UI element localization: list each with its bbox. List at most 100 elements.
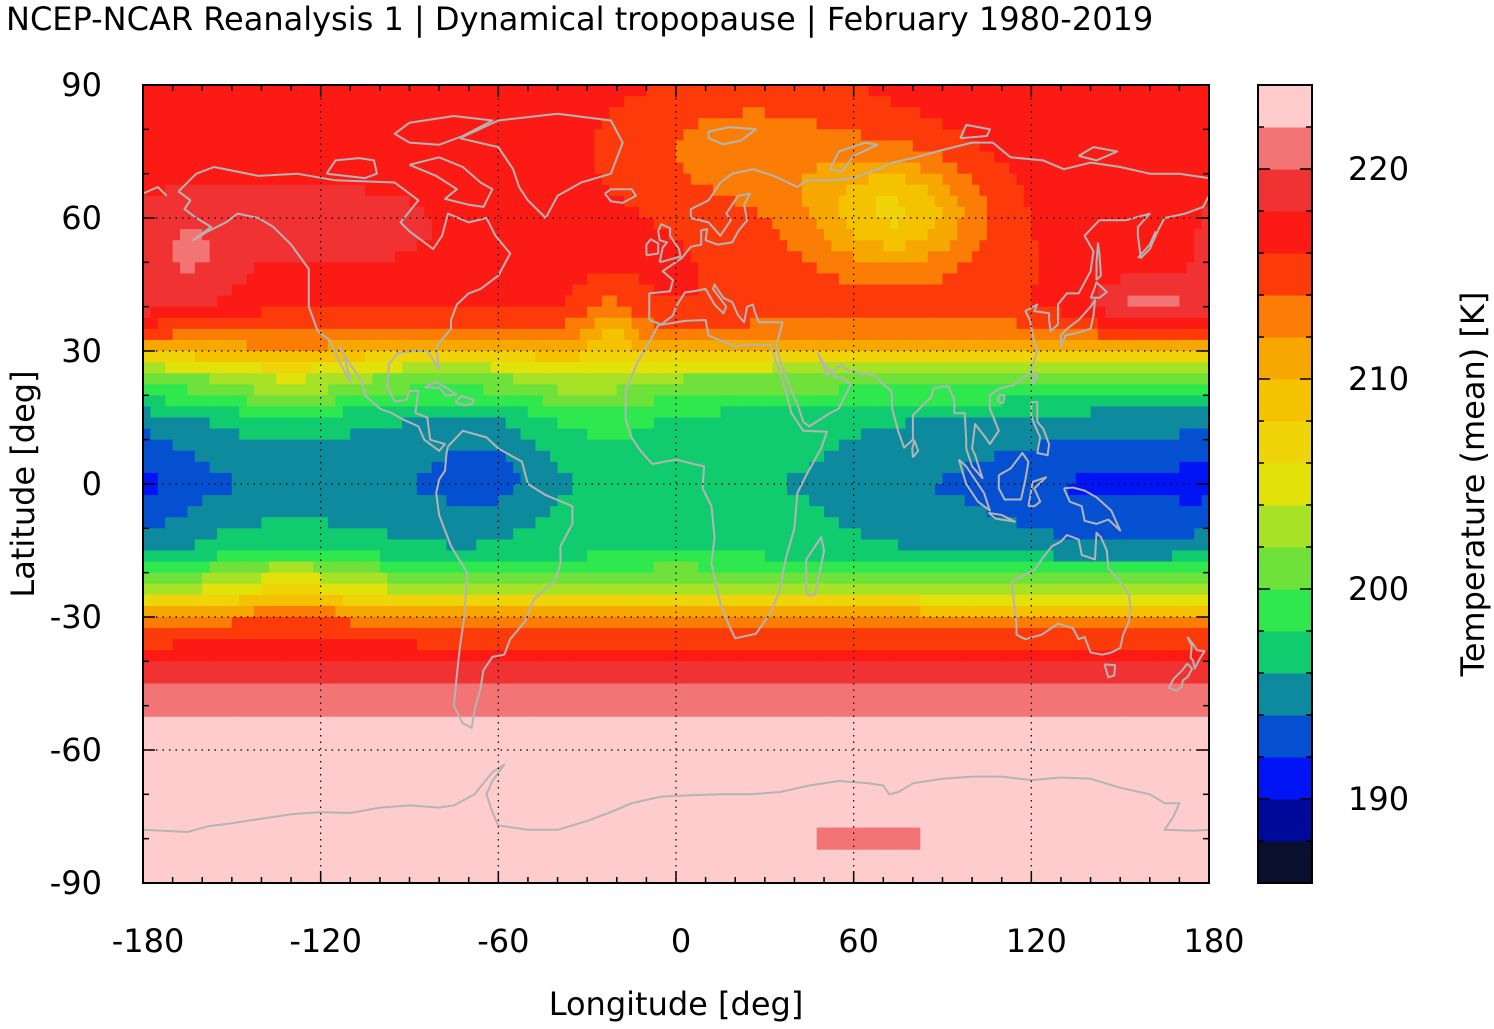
heatmap-cell [246,273,255,286]
heatmap-cell [972,85,981,97]
heatmap-cell [527,118,536,130]
heatmap-cell [1164,107,1173,119]
heatmap-cell [1038,140,1047,153]
heatmap-cell [305,140,314,153]
heatmap-cell [291,384,300,396]
heatmap-cell [328,406,337,419]
heatmap-cell [187,195,196,208]
heatmap-cell [357,406,366,419]
heatmap-cell [409,107,418,119]
heatmap-cell [898,439,907,452]
heatmap-cell [949,339,958,352]
heatmap-cell [676,428,684,441]
heatmap-cell [424,162,433,175]
heatmap-cell [1105,273,1114,286]
heatmap-cell [1068,306,1077,319]
heatmap-cell [542,406,551,419]
heatmap-cell [794,96,803,108]
heatmap-cell [764,140,773,153]
heatmap-cell [905,251,914,263]
heatmap-cell [268,428,277,441]
heatmap-cell [394,384,403,396]
heatmap-cell [416,384,425,396]
heatmap-cell [490,317,499,330]
heatmap-cell [180,262,189,275]
heatmap-cell [283,173,292,186]
heatmap-cell [831,306,840,319]
heatmap-cell [446,240,455,252]
heatmap-cell [217,417,226,430]
heatmap-cell [1164,417,1173,430]
heatmap-cell [283,384,292,396]
heatmap-cell [905,262,914,275]
heatmap-cell [268,439,277,452]
heatmap-cell [305,450,314,463]
heatmap-cell [498,273,507,286]
heatmap-cell [1090,206,1099,219]
heatmap-cell [1186,218,1195,230]
heatmap-cell [261,439,270,452]
heatmap-cell [1157,395,1166,408]
heatmap-cell [846,339,855,352]
heatmap-cell [742,328,751,341]
heatmap-cell [935,384,944,396]
heatmap-cell [1186,251,1195,263]
heatmap-cell [824,229,833,241]
heatmap-cell [350,395,359,408]
heatmap-cell [779,417,788,430]
heatmap-cell [187,395,196,408]
heatmap-cell [638,395,647,408]
heatmap-cell [209,251,218,263]
heatmap-cell [875,461,884,474]
heatmap-cell [1031,362,1040,374]
heatmap-cell [1157,351,1166,363]
heatmap-cell [439,96,448,108]
heatmap-cell [372,218,381,230]
heatmap-cell [1157,328,1166,341]
heatmap-cell [143,395,151,408]
heatmap-cell [276,373,285,385]
heatmap-cell [313,96,322,108]
heatmap-cell [920,295,929,308]
heatmap-cell [794,140,803,153]
heatmap-cell [861,328,870,341]
heatmap-cell [476,184,485,197]
heatmap-cell [646,151,655,164]
heatmap-cell [461,229,470,241]
heatmap-cell [986,362,995,374]
heatmap-cell [601,107,610,119]
heatmap-cell [616,461,625,474]
heatmap-cell [690,450,699,463]
heatmap-cell [379,362,388,374]
heatmap-cell [320,262,329,275]
heatmap-cell [579,450,588,463]
heatmap-cell [1060,240,1069,252]
heatmap-cell [217,461,226,474]
heatmap-cell [350,339,359,352]
heatmap-cell [143,162,151,175]
heatmap-cell [868,151,877,164]
heatmap-cell [772,173,781,186]
heatmap-cell [735,173,744,186]
heatmap-cell [683,96,692,108]
heatmap-cell [787,85,796,97]
heatmap-cell [579,273,588,286]
heatmap-cell [1001,96,1010,108]
heatmap-cell [949,240,958,252]
heatmap-cell [424,206,433,219]
heatmap-cell [328,328,337,341]
heatmap-cell [853,218,862,230]
heatmap-cell [468,162,477,175]
heatmap-cell [624,195,633,208]
heatmap-cell [165,439,174,452]
heatmap-cell [143,107,151,119]
heatmap-cell [1179,85,1188,97]
heatmap-cell [1149,206,1158,219]
heatmap-cell [957,206,966,219]
heatmap-cell [268,129,277,142]
heatmap-cell [372,85,381,97]
heatmap-cell [505,85,514,97]
heatmap-cell [772,96,781,108]
heatmap-cell [957,173,966,186]
heatmap-cell [1201,295,1209,308]
